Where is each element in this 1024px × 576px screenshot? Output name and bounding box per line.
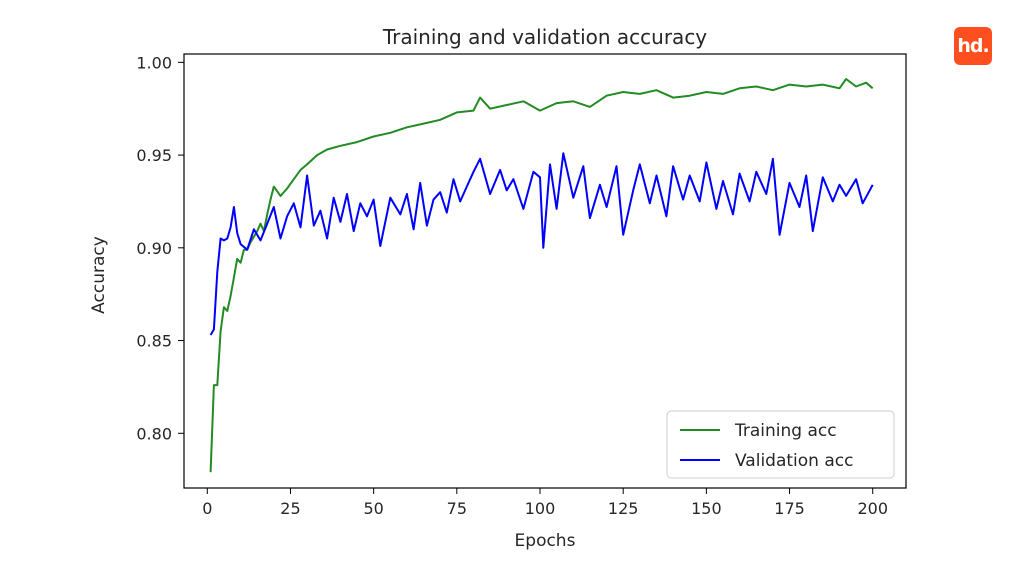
y-tick-label: 1.00 bbox=[136, 53, 172, 72]
brand-logo: hd. bbox=[954, 27, 992, 65]
y-tick-label: 0.80 bbox=[136, 424, 172, 443]
legend-label-validation: Validation acc bbox=[735, 451, 853, 471]
y-tick-label: 0.95 bbox=[136, 146, 172, 165]
y-axis: 0.80 0.85 0.90 0.95 1.00 bbox=[136, 53, 184, 443]
x-axis-label: Epochs bbox=[515, 531, 576, 551]
x-tick-label: 25 bbox=[280, 499, 300, 518]
x-axis: 0 25 50 75 100 125 150 175 200 bbox=[202, 488, 888, 518]
x-tick-label: 0 bbox=[202, 499, 212, 518]
y-axis-label: Accuracy bbox=[89, 236, 109, 314]
series-line-training bbox=[209, 78, 874, 473]
legend-label-training: Training acc bbox=[734, 421, 837, 441]
x-tick-label: 75 bbox=[447, 499, 467, 518]
x-tick-label: 150 bbox=[691, 499, 722, 518]
x-tick-label: 100 bbox=[525, 499, 556, 518]
x-tick-label: 200 bbox=[857, 499, 888, 518]
x-tick-label: 175 bbox=[774, 499, 805, 518]
x-tick-label: 50 bbox=[363, 499, 383, 518]
y-tick-label: 0.90 bbox=[136, 239, 172, 258]
series-line-validation bbox=[209, 152, 874, 336]
plot-area bbox=[183, 53, 907, 489]
legend: Training acc Validation acc bbox=[666, 410, 895, 479]
x-tick-label: 125 bbox=[608, 499, 639, 518]
plot-frame bbox=[183, 53, 907, 489]
y-tick-label: 0.85 bbox=[136, 332, 172, 351]
legend-box bbox=[666, 410, 895, 479]
chart-title: Training and validation accuracy bbox=[382, 25, 707, 49]
